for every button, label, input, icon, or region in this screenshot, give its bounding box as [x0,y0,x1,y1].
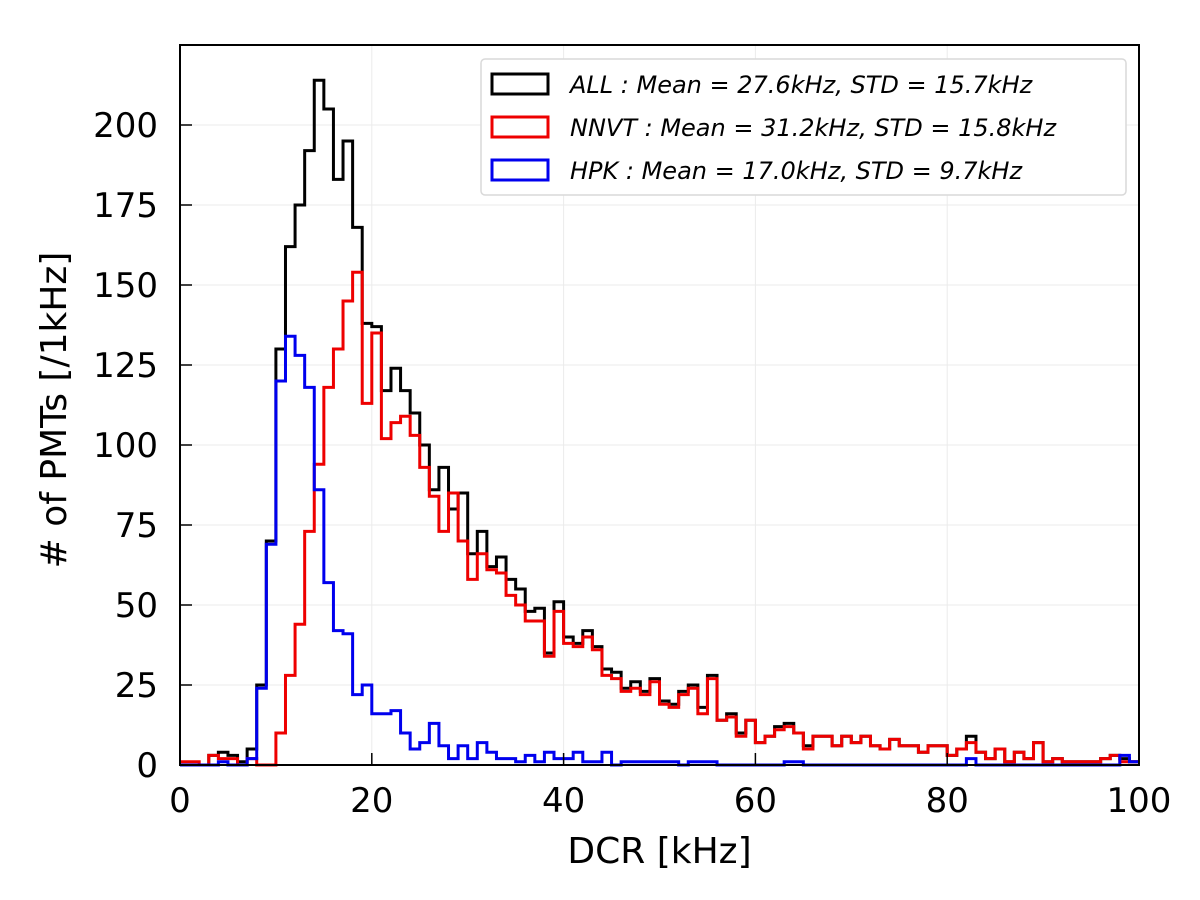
plot-frame [179,44,1140,766]
x-tick-label: 0 [169,781,191,821]
y-tick-label: 125 [93,346,158,386]
legend-label-all: ALL : Mean = 27.6kHz, STD = 15.7kHz [568,71,1034,99]
y-tick-label: 100 [93,426,158,466]
x-tick-label: 40 [542,781,585,821]
x-tick-label: 60 [734,781,777,821]
x-axis-label: DCR [kHz] [567,831,751,872]
x-tick-label: 80 [926,781,969,821]
legend-swatch-hpk [490,158,550,182]
y-axis-label: # of PMTs [/1kHz] [34,252,75,569]
y-tick-label: 75 [115,506,158,546]
series-nnvt-line [180,270,1139,767]
x-tick-label: 100 [1107,781,1172,821]
x-tick-label: 20 [350,781,393,821]
legend-label-nnvt: NNVT : Mean = 31.2kHz, STD = 15.8kHz [570,114,1057,142]
legend-box [480,58,1127,196]
y-tick-label: 0 [136,746,158,786]
y-tick-label: 50 [115,586,158,626]
legend-label-hpk: HPK : Mean = 17.0kHz, STD = 9.7kHz [570,157,1023,185]
legend-swatch-all [490,72,550,96]
tick-layer: 0 20 40 60 80 100 0 25 50 75 100 125 150 175 200 [93,106,1171,821]
y-tick-label: 150 [93,266,158,306]
y-tick-label: 175 [93,186,158,226]
legend-swatch-nnvt [490,115,550,139]
legend: ALL : Mean = 27.6kHz, STD = 15.7kHz NNVT … [480,58,1127,196]
y-tick-label: 25 [115,666,158,706]
y-tick-label: 200 [93,106,158,146]
